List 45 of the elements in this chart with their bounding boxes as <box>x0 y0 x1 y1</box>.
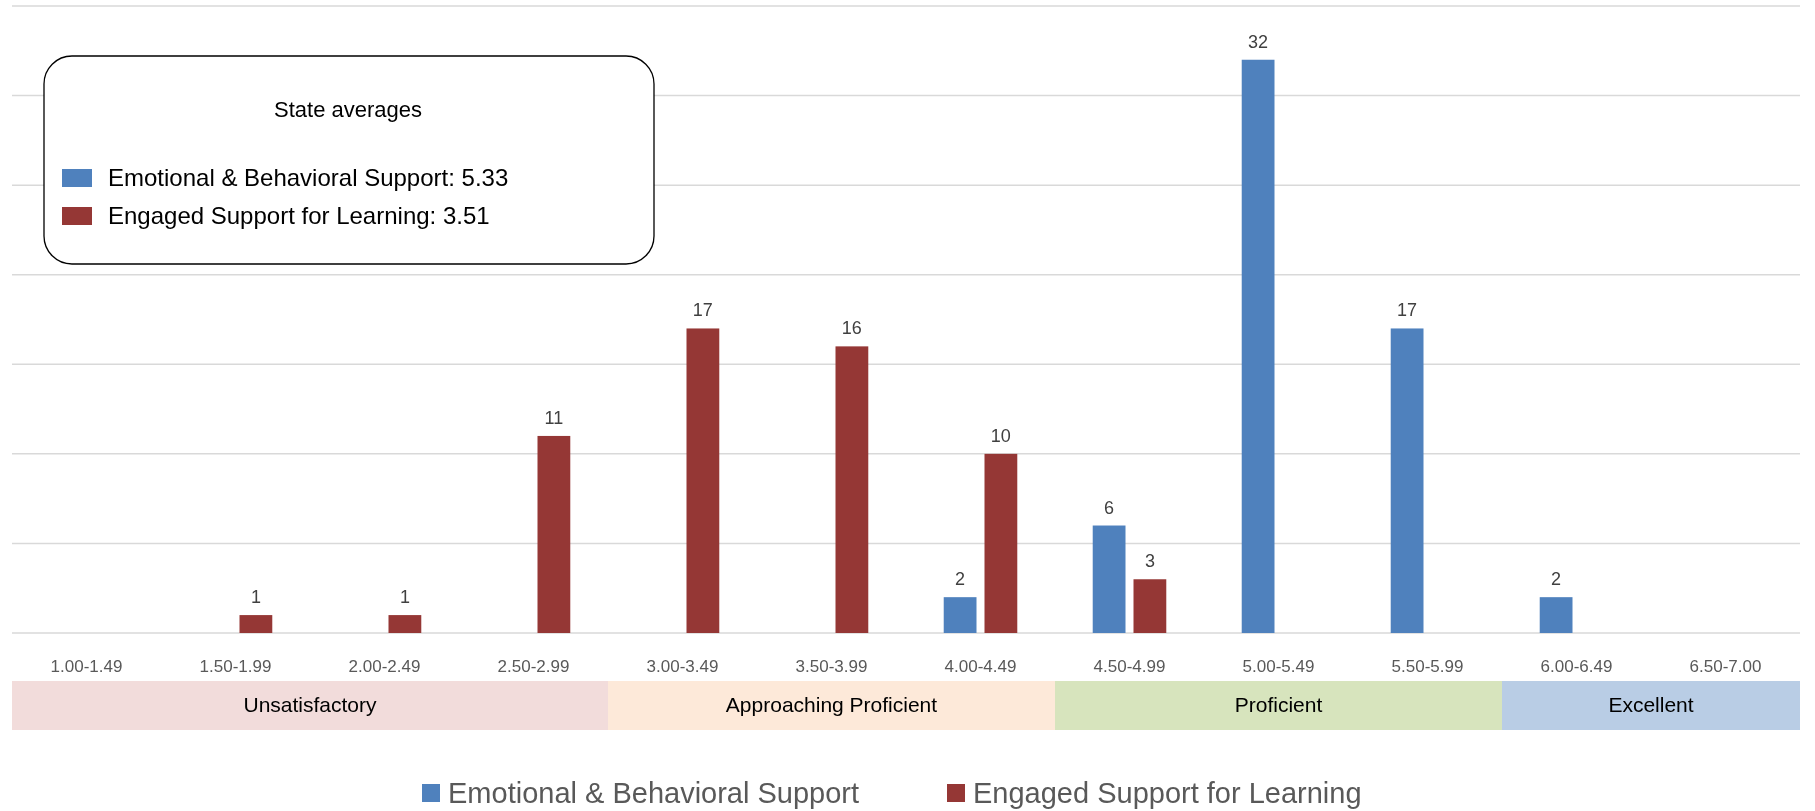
data-label: 32 <box>1248 31 1269 52</box>
text: Approaching Proficient <box>725 693 938 716</box>
data-label: 3 <box>1144 551 1155 572</box>
data-label: 1 <box>399 587 410 608</box>
x-tick-label: 4.50-4.99 <box>1093 657 1166 676</box>
data-label: 17 <box>692 300 713 321</box>
bar <box>1539 597 1573 633</box>
annotation: State averages <box>274 97 422 122</box>
x-tick-label: 3.00-3.49 <box>646 657 719 676</box>
data-label: 10 <box>990 425 1011 446</box>
bar <box>835 346 869 633</box>
bar <box>984 453 1018 633</box>
bar <box>1092 525 1126 633</box>
text: Proficient <box>1234 693 1323 716</box>
x-tick-label: 3.50-3.99 <box>795 657 868 676</box>
text: Excellent <box>1608 693 1694 716</box>
x-tick-label: 1.50-1.99 <box>199 657 272 676</box>
legend-label: Engaged Support for Learning <box>973 777 1362 809</box>
bar <box>537 435 571 633</box>
data-label: 1 <box>250 587 261 608</box>
x-tick-label: 1.00-1.49 <box>50 657 123 676</box>
bar <box>686 328 720 633</box>
data-label: 11 <box>544 407 564 428</box>
legend-label: Emotional & Behavioral Support <box>448 777 860 809</box>
data-label: 2 <box>1551 569 1562 590</box>
bar <box>1390 328 1424 633</box>
data-label: 17 <box>1397 300 1418 321</box>
data-label: 2 <box>955 569 966 590</box>
x-tick-label: 5.00-5.49 <box>1242 657 1315 676</box>
text: Unsatisfactory <box>243 693 378 716</box>
data-label: 6 <box>1104 497 1115 518</box>
annotation: Engaged Support for Learning: 3.51 <box>108 202 490 229</box>
data-label: 16 <box>841 318 862 339</box>
x-tick-label: 6.00-6.49 <box>1540 657 1613 676</box>
x-tick-label: 6.50-7.00 <box>1689 657 1762 676</box>
bar <box>239 615 273 633</box>
bar <box>1241 59 1275 633</box>
x-tick-label: 2.50-2.99 <box>497 657 570 676</box>
bar <box>1133 579 1167 633</box>
bar <box>943 597 977 633</box>
annotation: Emotional & Behavioral Support: 5.33 <box>108 164 509 191</box>
x-tick-label: 4.00-4.49 <box>944 657 1017 676</box>
x-tick-label: 2.00-2.49 <box>348 657 421 676</box>
bar <box>388 615 422 633</box>
x-tick-label: 5.50-5.99 <box>1391 657 1464 676</box>
